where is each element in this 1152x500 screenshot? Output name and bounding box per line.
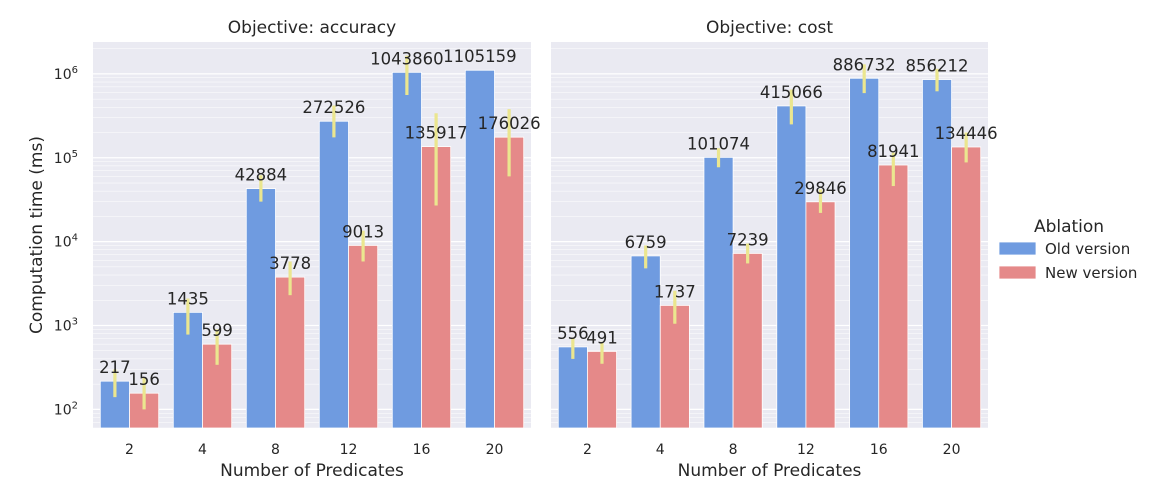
- y-tick-base: 10: [54, 67, 72, 83]
- panel-1: Objective: accuracy 2 4 8 12 16 20 217 1435 42884…: [54, 18, 541, 481]
- panel-title: Objective: accuracy: [228, 18, 396, 38]
- bar: [318, 120, 349, 429]
- bar: [494, 136, 525, 429]
- bar: [245, 188, 276, 429]
- y-tick-label: 102: [54, 400, 78, 418]
- x-tick-label: 12: [340, 442, 358, 458]
- data-label: 599: [201, 321, 233, 340]
- y-axis-title: Computation time (ms): [27, 136, 47, 334]
- plot-background: [93, 42, 531, 428]
- bar: [922, 79, 952, 429]
- x-tick-label: 12: [797, 442, 815, 458]
- bar: [391, 71, 422, 429]
- x-tick-label: 8: [271, 442, 280, 458]
- data-label: 272526: [302, 98, 365, 117]
- x-tick-label: 4: [198, 442, 207, 458]
- bar: [587, 351, 617, 429]
- y-tick-base: 10: [54, 402, 72, 418]
- y-tick-exponent: 2: [72, 400, 78, 411]
- y-tick-base: 10: [54, 319, 72, 335]
- bar: [849, 77, 880, 429]
- bar: [951, 146, 982, 429]
- data-label: 415066: [760, 83, 823, 102]
- y-tick-exponent: 6: [72, 65, 78, 76]
- bar: [805, 201, 836, 429]
- data-label: 135917: [405, 124, 468, 143]
- panel-title: Objective: cost: [706, 18, 833, 38]
- x-tick-label: 4: [656, 442, 665, 458]
- bar: [464, 69, 495, 429]
- y-tick-label: 104: [54, 233, 78, 251]
- data-label: 856212: [906, 57, 969, 76]
- data-label: 7239: [727, 230, 769, 249]
- bar: [732, 253, 763, 429]
- data-label: 3778: [269, 254, 311, 273]
- data-label: 29846: [794, 179, 847, 198]
- plot-background: [551, 42, 988, 428]
- data-label: 81941: [867, 142, 920, 161]
- data-label: 6759: [625, 233, 667, 252]
- data-label: 1043860: [370, 49, 444, 68]
- legend-swatch: [998, 265, 1037, 280]
- data-label: 491: [586, 328, 618, 347]
- x-tick-label: 2: [583, 442, 592, 458]
- data-label: 42884: [235, 166, 288, 185]
- x-tick-label: 16: [413, 442, 431, 458]
- x-tick-label: 16: [870, 442, 888, 458]
- data-label: 176026: [478, 114, 541, 133]
- y-tick-exponent: 5: [72, 149, 78, 160]
- legend-title: Ablation: [1034, 217, 1104, 237]
- x-axis-title: Number of Predicates: [220, 461, 404, 481]
- legend-swatch: [998, 241, 1037, 256]
- data-label: 101074: [687, 134, 750, 153]
- bar: [659, 305, 690, 429]
- panel-2: Objective: cost 2 4 8 12 16 20 556 6759 101074 415…: [551, 18, 998, 481]
- data-label: 886732: [833, 55, 896, 74]
- bar: [878, 164, 909, 429]
- legend-label: New version: [1045, 264, 1137, 282]
- bar: [630, 255, 661, 429]
- y-tick-exponent: 3: [72, 317, 78, 328]
- y-tick-exponent: 4: [72, 233, 78, 244]
- legend: Ablation Old version New version: [998, 217, 1137, 282]
- data-label: 134446: [935, 124, 998, 143]
- x-tick-label: 2: [125, 442, 134, 458]
- data-label: 9013: [342, 222, 384, 241]
- y-tick-label: 103: [54, 317, 78, 335]
- bar: [776, 105, 807, 429]
- data-label: 217: [99, 358, 131, 377]
- legend-label: Old version: [1045, 240, 1130, 258]
- data-label: 156: [128, 370, 160, 389]
- data-label: 556: [557, 324, 589, 343]
- x-axis-title: Number of Predicates: [678, 461, 862, 481]
- x-tick-label: 8: [729, 442, 738, 458]
- data-label: 1105159: [443, 47, 517, 66]
- y-tick-label: 105: [54, 149, 78, 167]
- x-tick-label: 20: [486, 442, 504, 458]
- panels: Objective: accuracy 2 4 8 12 16 20 217 1435 42884…: [54, 18, 998, 481]
- y-tick-base: 10: [54, 151, 72, 167]
- y-tick-base: 10: [54, 235, 72, 251]
- bar: [348, 245, 379, 429]
- bar: [557, 346, 588, 429]
- bar: [703, 156, 734, 429]
- data-label: 1737: [654, 282, 696, 301]
- data-label: 1435: [167, 289, 209, 308]
- y-tick-label: 106: [54, 65, 78, 83]
- bar: [275, 276, 306, 429]
- x-tick-label: 20: [943, 442, 961, 458]
